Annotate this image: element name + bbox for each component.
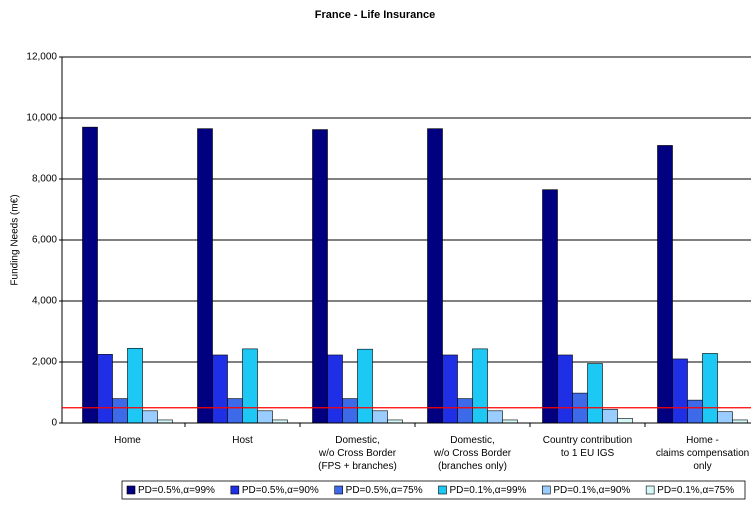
x-tick-label: Host: [232, 435, 253, 446]
x-tick-line: Domestic,: [335, 435, 379, 446]
x-tick-line: to 1 EU IGS: [561, 448, 615, 459]
x-tick-line: Domestic,: [450, 435, 494, 446]
x-tick-line: only: [693, 461, 711, 472]
legend-swatch: [126, 485, 136, 495]
bar: [197, 128, 213, 424]
bar: [687, 399, 703, 424]
bar: [487, 410, 503, 424]
x-tick-label: Domestic, w/o Cross Border (FPS + branches…: [318, 435, 397, 472]
bar: [672, 358, 688, 424]
bar: [112, 398, 128, 424]
x-tick-label: Home: [114, 435, 141, 446]
legend-label: PD=0.1%,α=99%: [450, 485, 527, 496]
y-tick-label: 6,000: [32, 235, 57, 246]
legend-swatch: [230, 485, 240, 495]
bar: [587, 363, 603, 424]
bar: [312, 129, 328, 424]
bar: [142, 410, 158, 424]
x-tick-line: Home: [114, 435, 141, 446]
bar: [242, 348, 258, 424]
x-tick-label: Domestic, w/o Cross Border (branches only): [433, 435, 512, 472]
x-tick-line: (branches only): [438, 461, 507, 472]
bar: [617, 418, 633, 424]
y-tick-label: 2,000: [32, 357, 57, 368]
bar: [257, 410, 273, 424]
bar: [357, 348, 373, 424]
y-axis-label: Funding Needs (m€): [10, 194, 21, 285]
chart-title: France - Life Insurance: [315, 9, 435, 21]
legend-swatch: [334, 485, 343, 495]
y-tick-label: 4,000: [32, 296, 57, 307]
y-tick-label: 8,000: [32, 174, 57, 185]
bar: [212, 354, 228, 424]
bar: [327, 354, 343, 424]
y-tick-label: 12,000: [26, 52, 57, 63]
bar: [657, 145, 673, 424]
bar: [542, 189, 558, 424]
x-tick-line: Host: [232, 435, 253, 446]
bar: [127, 347, 143, 424]
legend-label: PD=0.5%,α=90%: [242, 485, 319, 496]
legend-swatch: [542, 485, 551, 495]
legend-label: PD=0.1%,α=75%: [657, 485, 734, 496]
legend-label: PD=0.1%,α=90%: [553, 485, 630, 496]
bar: [227, 398, 243, 424]
x-tick-line: (FPS + branches): [318, 461, 397, 472]
x-tick-label: Country contribution to 1 EU IGS: [543, 435, 633, 459]
x-tick-line: Country contribution: [543, 435, 633, 446]
bar: [97, 354, 113, 424]
x-tick-line: w/o Cross Border: [318, 448, 397, 459]
bar: [442, 354, 458, 424]
legend-box: [121, 480, 746, 500]
x-tick-line: claims compensation: [656, 448, 749, 459]
x-tick-line: Home -: [686, 435, 719, 446]
y-tick-label: 10,000: [26, 113, 57, 124]
bar: [717, 411, 733, 424]
x-tick-label: Home - claims compensation only: [656, 435, 749, 472]
y-tick-label: 0: [51, 418, 57, 429]
bar: [342, 398, 358, 424]
bar: [427, 128, 443, 424]
legend-swatch: [645, 485, 655, 495]
x-tick-line: w/o Cross Border: [433, 448, 512, 459]
bar: [372, 410, 388, 424]
legend-label: PD=0.5%,α=99%: [138, 485, 215, 496]
bar: [702, 353, 718, 424]
bar: [557, 354, 573, 424]
bar: [82, 126, 98, 424]
legend-swatch: [438, 485, 447, 495]
bar: [457, 398, 473, 424]
bar: [602, 408, 618, 424]
legend-label: PD=0.5%,α=75%: [346, 485, 423, 496]
bar: [472, 348, 488, 424]
